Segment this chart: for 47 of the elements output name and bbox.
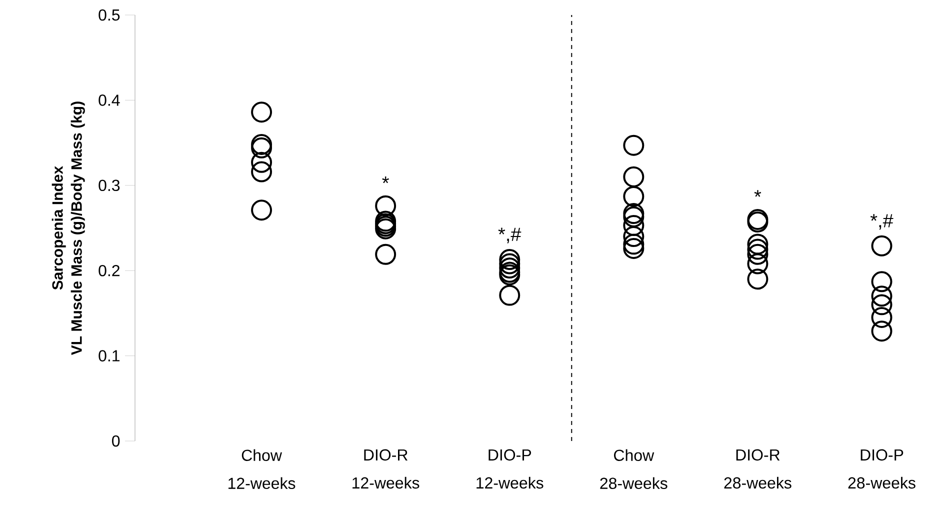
point — [623, 166, 644, 188]
x-tick-label: Chow 28-weeks — [600, 449, 668, 490]
x-tick-label: DIO-P 12-weeks — [476, 449, 544, 489]
y-tick-label: 0.1 — [98, 350, 120, 362]
annotation: * — [754, 190, 762, 197]
x-tick-label: DIO-R 28-weeks — [724, 449, 792, 489]
point — [623, 226, 644, 248]
point — [251, 134, 272, 155]
point — [871, 306, 892, 328]
point — [623, 238, 644, 259]
y-tick-label: 0.5 — [98, 9, 120, 21]
point — [747, 268, 768, 290]
point — [623, 234, 644, 255]
point — [251, 161, 272, 182]
point — [251, 137, 272, 158]
point — [871, 271, 892, 292]
point — [499, 258, 520, 279]
point — [499, 253, 520, 274]
annotation: *,# — [870, 214, 894, 230]
annotation: * — [382, 176, 389, 184]
y-tick-label: 0 — [112, 435, 120, 447]
point — [623, 214, 644, 236]
point — [747, 244, 768, 265]
point — [499, 284, 520, 306]
point — [499, 249, 520, 270]
y-tick-label: 0.2 — [98, 264, 120, 276]
y-axis-title: Sarcopenia Index VL Muscle Mass (g)/Body Mass (kg) — [52, 102, 85, 356]
x-tick-label: DIO-P 28-weeks — [848, 449, 916, 489]
point — [251, 152, 272, 173]
annotation: *,# — [498, 228, 522, 244]
point — [623, 186, 644, 207]
y-tick-label: 0.4 — [98, 94, 120, 106]
point — [623, 134, 644, 156]
point — [871, 320, 892, 342]
point — [375, 244, 396, 265]
point — [375, 195, 396, 216]
point — [871, 294, 892, 316]
point — [747, 253, 768, 274]
point — [251, 102, 272, 123]
point — [747, 238, 768, 260]
point — [871, 235, 892, 256]
x-tick-label: DIO-R 12-weeks — [352, 449, 420, 489]
x-tick-label: Chow 12-weeks — [228, 449, 296, 490]
point — [747, 234, 768, 255]
y-tick-label: 0.3 — [98, 180, 120, 192]
point — [871, 286, 892, 307]
point — [251, 200, 272, 221]
